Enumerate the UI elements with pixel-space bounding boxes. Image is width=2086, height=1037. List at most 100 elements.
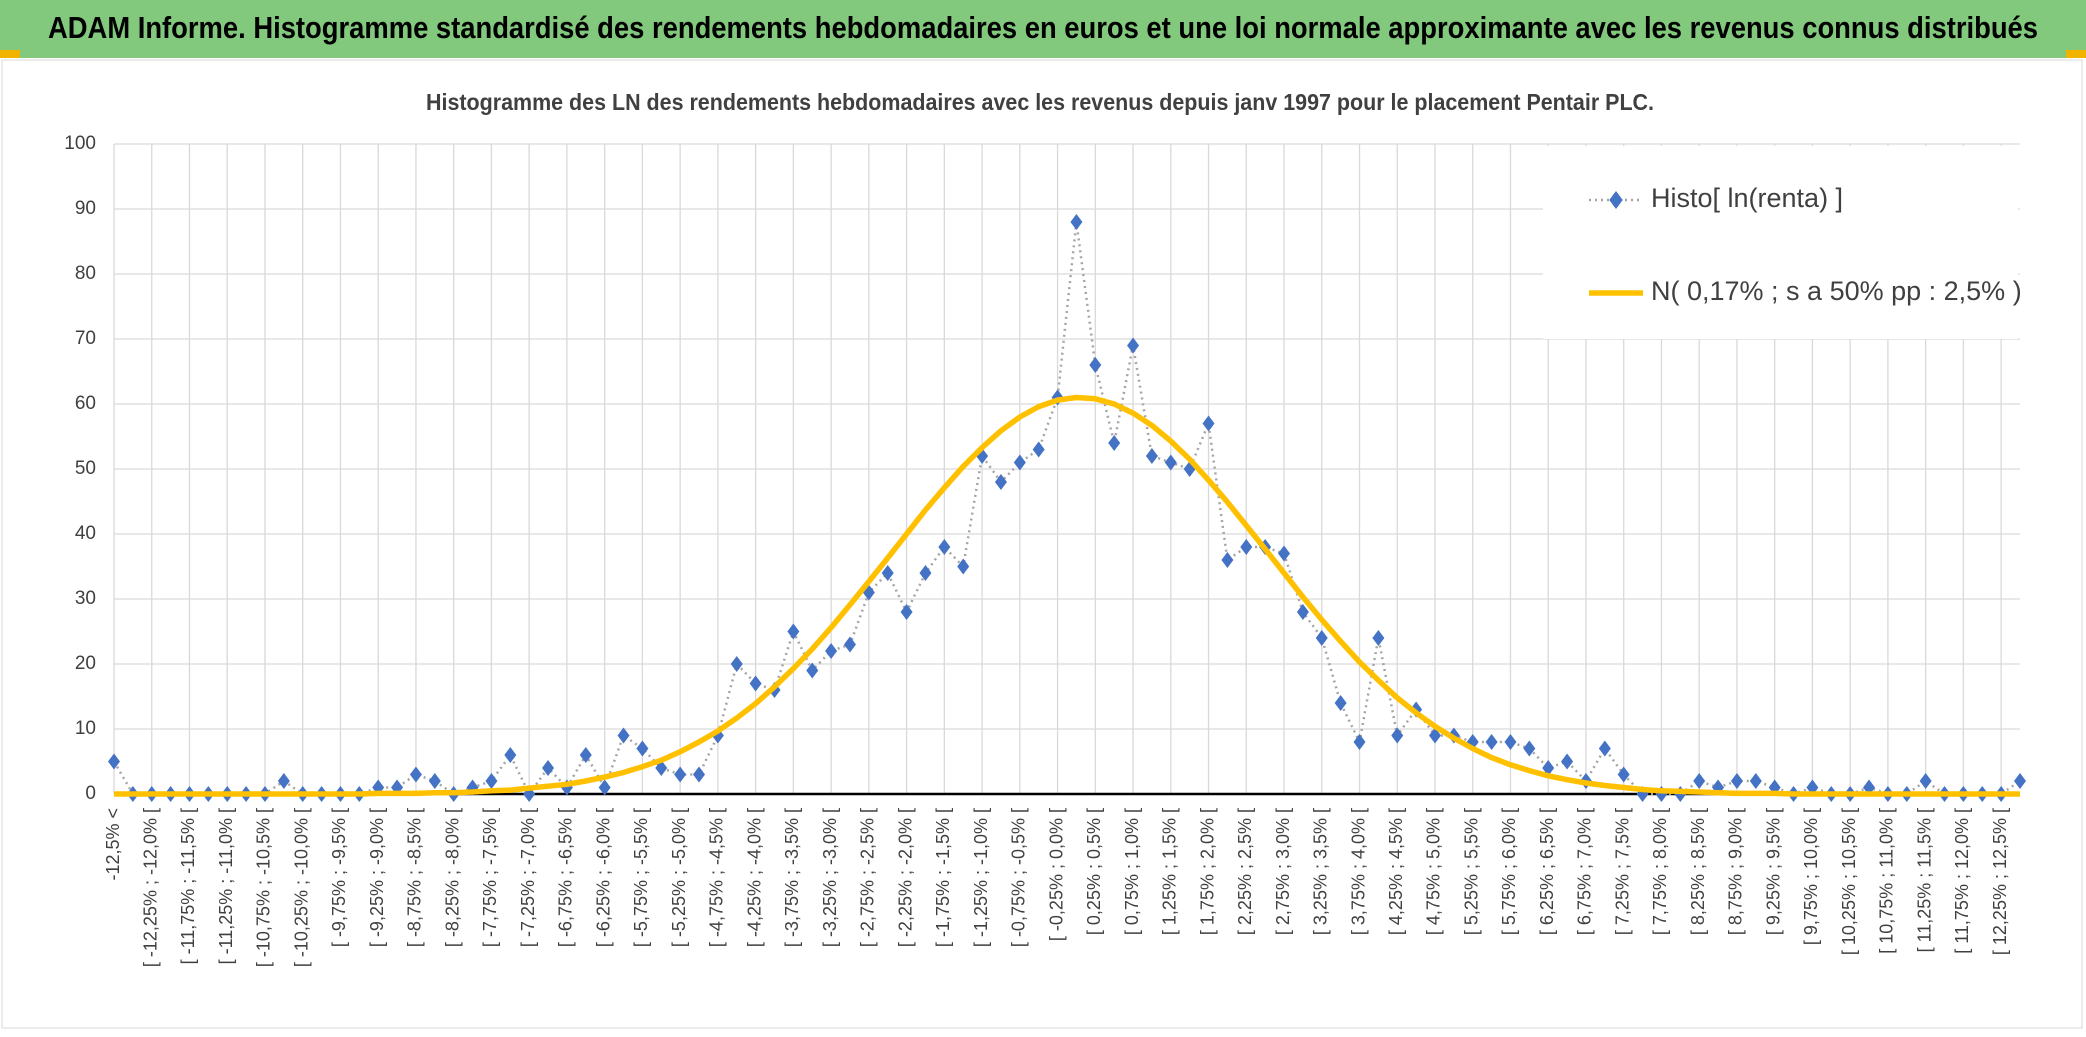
x-tick-label: [ 1,25% ; 1,5% [ [1160, 808, 1180, 935]
data-point [1032, 441, 1045, 458]
data-point [636, 740, 649, 757]
y-tick-label: 30 [75, 588, 96, 609]
x-tick-label: [ -6,75% ; -6,5% [ [556, 808, 576, 947]
data-point [1089, 357, 1102, 373]
x-tick-label: [ 6,25% ; 6,5% [ [1537, 808, 1557, 935]
data-point [1127, 337, 1140, 354]
x-tick-label: [ 11,75% ; 12,0% [ [1952, 808, 1972, 954]
x-tick-label: [ -5,25% ; -5,0% [ [669, 808, 689, 947]
legend-swatch [1609, 191, 1623, 209]
x-tick-label: [ -7,25% ; -7,0% [ [518, 808, 538, 947]
data-point [1391, 727, 1404, 744]
x-tick-label: [ -6,25% ; -6,0% [ [593, 808, 613, 947]
header-bar [0, 0, 2086, 58]
x-tick-label: [ 10,25% ; 10,5% [ [1839, 808, 1859, 955]
x-tick-label: [ 9,25% ; 9,5% [ [1763, 808, 1783, 935]
data-point [749, 675, 762, 692]
data-point [730, 656, 743, 672]
data-point [579, 747, 592, 763]
y-tick-label: 50 [75, 458, 96, 479]
x-tick-label: [ 3,25% ; 3,5% [ [1311, 808, 1331, 935]
x-tick-label: [ -4,25% ; -4,0% [ [744, 808, 764, 947]
data-point [1372, 630, 1385, 646]
data-point [1542, 760, 1555, 776]
data-point [1070, 214, 1083, 230]
y-tick-label: 0 [85, 783, 96, 804]
data-point [787, 623, 800, 640]
x-tick-label: [ 6,75% ; 7,0% [ [1575, 808, 1595, 935]
x-tick-label: [ -10,25% ; -10,0% [ [291, 808, 311, 967]
data-point [957, 558, 970, 575]
data-point [542, 760, 555, 776]
y-tick-label: 20 [75, 653, 96, 674]
data-point [1296, 604, 1309, 620]
data-point [108, 753, 120, 770]
data-point [277, 773, 290, 789]
x-tick-label: [ -2,75% ; -2,5% [ [858, 808, 878, 947]
x-tick-label: [ 9,75% ; 10,0% [ [1801, 808, 1821, 945]
x-tick-label: [ -11,75% ; -11,5% [ [178, 808, 198, 964]
data-point [1485, 734, 1498, 750]
page-title: ADAM Informe. Histogramme standardisé de… [48, 10, 2038, 45]
x-tick-label: [ -0,25% ; 0,0% [ [1046, 808, 1066, 941]
x-tick-label: [ -1,75% ; -1,5% [ [933, 808, 953, 947]
data-point [617, 727, 630, 744]
x-tick-label: [ -5,75% ; -5,5% [ [631, 808, 651, 947]
data-point [1013, 454, 1026, 471]
data-point [1523, 740, 1536, 757]
data-point [1919, 773, 1932, 789]
data-point [1164, 454, 1177, 471]
legend-box [1543, 146, 2018, 339]
y-tick-label: 80 [75, 263, 96, 284]
legend-label: Histo[ ln(renta) ] [1651, 183, 1843, 213]
x-tick-label: [ -10,75% ; -10,5% [ [254, 808, 274, 967]
x-tick-label: [ 7,75% ; 8,0% [ [1650, 808, 1670, 935]
data-point [919, 565, 932, 581]
x-tick-label: [ 2,25% ; 2,5% [ [1235, 808, 1255, 935]
x-tick-label: [ -1,25% ; -1,0% [ [971, 808, 991, 947]
x-tick-label: [ -8,25% ; -8,0% [ [442, 808, 462, 947]
data-point [900, 604, 913, 620]
x-tick-label: [ 5,25% ; 5,5% [ [1461, 808, 1481, 935]
x-tick-label: [ 0,75% ; 1,0% [ [1122, 808, 1142, 935]
x-tick-label: [ 12,25% ; 12,5% [ [1990, 808, 2010, 955]
data-point [1108, 435, 1121, 451]
y-tick-label: 10 [75, 718, 96, 739]
data-point [409, 766, 422, 783]
x-tick-label: [ -3,25% ; -3,0% [ [820, 808, 840, 947]
x-tick-label: [ 8,25% ; 8,5% [ [1688, 808, 1708, 935]
x-tick-label: [ -9,75% ; -9,5% [ [329, 808, 349, 947]
x-tick-label: [ 8,75% ; 9,0% [ [1726, 808, 1746, 935]
data-point [1504, 734, 1517, 750]
x-tick-label: [ -2,25% ; -2,0% [ [895, 808, 915, 947]
x-tick-label: [ 1,75% ; 2,0% [ [1197, 808, 1217, 935]
data-point [881, 565, 894, 581]
data-point [1315, 630, 1328, 646]
data-point [2014, 773, 2026, 789]
data-point [938, 539, 951, 555]
legend-label: N( 0,17% ; s a 50% pp : 2,5% ) [1651, 276, 2022, 306]
data-point [806, 662, 819, 679]
data-point [1334, 695, 1347, 711]
data-point [485, 773, 498, 789]
data-point [1202, 415, 1215, 432]
x-tick-label: [ -4,75% ; -4,5% [ [707, 808, 727, 947]
y-tick-label: 40 [75, 523, 96, 544]
x-tick-label: [ -11,25% ; -11,0% [ [216, 808, 236, 964]
data-point [843, 636, 856, 653]
x-tick-label: [ 2,75% ; 3,0% [ [1273, 808, 1293, 935]
data-point [504, 747, 517, 763]
x-tick-label: [ -9,25% ; -9,0% [ [367, 808, 387, 947]
corner-accent [0, 50, 20, 58]
x-tick-label: [ -8,75% ; -8,5% [ [405, 808, 425, 947]
y-tick-label: 70 [75, 328, 96, 349]
data-point [693, 766, 706, 783]
data-point [1278, 545, 1291, 562]
data-point [428, 773, 441, 789]
data-point [1428, 727, 1441, 744]
x-tick-label: [ 0,25% ; 0,5% [ [1084, 808, 1104, 935]
data-point [674, 766, 687, 783]
x-tick-label: [ 10,75% ; 11,0% [ [1877, 808, 1897, 954]
data-point [1598, 740, 1611, 757]
